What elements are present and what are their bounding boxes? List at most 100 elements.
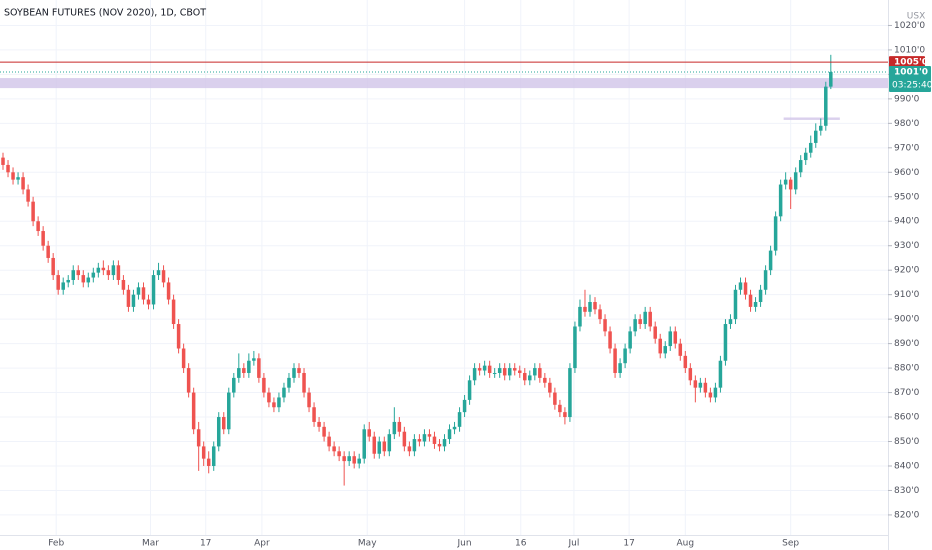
candle-body (412, 439, 417, 452)
candle-body (733, 289, 738, 320)
candle-body (583, 306, 587, 312)
candle-body (272, 402, 276, 408)
candle-body (6, 164, 10, 173)
price-line-tag (889, 56, 925, 69)
candle-body (623, 348, 627, 364)
x-tick-label: Mar (142, 539, 159, 549)
candle-body (282, 387, 286, 398)
candle-body (598, 309, 602, 320)
candle-body (247, 360, 251, 373)
candle-body (824, 86, 828, 126)
candle-body (543, 377, 547, 383)
last-price-tag (889, 65, 931, 92)
y-tick-label: 850'0 (894, 437, 920, 447)
y-tick-label: 1010'0 (894, 45, 925, 55)
candle-body (563, 412, 567, 418)
y-tick-label: 890'0 (894, 339, 920, 349)
candle-body (778, 184, 783, 217)
candle-body (683, 355, 688, 369)
candle-body (442, 439, 447, 447)
candle-body (307, 392, 311, 408)
candle-body (277, 397, 281, 408)
candle-body (467, 380, 472, 400)
candle-body (472, 368, 477, 381)
candle-body (487, 365, 492, 373)
candle-body (232, 377, 236, 393)
candle-body (798, 160, 803, 173)
x-tick-label: May (358, 539, 377, 549)
candle-body (658, 338, 662, 354)
candle-body (51, 257, 55, 276)
candle-body (518, 370, 522, 373)
candle-body (718, 360, 723, 388)
y-tick-label: 880'0 (894, 364, 920, 374)
candle-body (573, 326, 577, 369)
candle-body (156, 270, 161, 276)
candle-body (91, 272, 96, 278)
candle-body (342, 456, 346, 462)
candle-body (497, 368, 502, 373)
candle-body (201, 446, 206, 459)
candle-body (753, 302, 758, 307)
candle-body (758, 289, 763, 303)
candle-body (131, 294, 136, 307)
candle-body (788, 179, 793, 190)
candle-body (116, 265, 121, 280)
candle-body (728, 319, 733, 325)
candle-body (713, 387, 718, 398)
candle-body (357, 458, 361, 464)
candle-body (502, 368, 507, 376)
candle-body (206, 458, 211, 466)
x-tick-label: Jun (457, 539, 472, 549)
x-tick-label: 16 (515, 539, 527, 549)
x-tick-label: Jul (568, 539, 580, 549)
candle-body (663, 346, 668, 354)
candle-body (216, 417, 221, 447)
candle-body (76, 270, 81, 276)
candle-body (372, 436, 377, 454)
candle-body (829, 71, 833, 87)
candle-body (748, 294, 753, 307)
candle-body (512, 368, 517, 371)
y-tick-label: 980'0 (894, 119, 920, 129)
candle-body (533, 368, 537, 376)
candle-body (768, 250, 773, 271)
candle-body (332, 446, 336, 452)
candle-body (257, 358, 261, 378)
candle-body (26, 189, 30, 202)
candle-body (367, 429, 372, 437)
candle-body (377, 441, 382, 454)
candle-body (432, 436, 437, 444)
candle-body (538, 368, 542, 378)
y-tick-label: 860'0 (894, 413, 920, 423)
candle-body (186, 368, 191, 393)
x-tick-label: 17 (200, 539, 211, 549)
candle-body (347, 456, 351, 462)
candle-body (252, 358, 256, 361)
candle-body (578, 306, 582, 327)
candle-body (126, 289, 131, 307)
candle-body (452, 426, 457, 430)
candle-body (297, 368, 301, 373)
candle-body (392, 421, 397, 435)
candle-body (171, 299, 176, 325)
candle-body (402, 431, 407, 447)
candle-body (36, 221, 40, 232)
candle-body (688, 368, 693, 381)
candle-body (628, 331, 632, 349)
y-tick-label: 840'0 (894, 461, 920, 471)
currency-label: USX (907, 12, 925, 22)
candle-body (146, 299, 151, 305)
candle-body (106, 270, 111, 276)
candle-body (86, 277, 91, 283)
candle-body (292, 368, 296, 378)
candle-body (643, 311, 647, 325)
candle-body (151, 275, 156, 305)
y-tick-label: 930'0 (894, 241, 920, 251)
candle-body (723, 324, 728, 361)
candle-body (437, 443, 442, 447)
y-tick-label: 960'0 (894, 168, 920, 178)
candle-body (31, 201, 35, 222)
candle-body (302, 372, 306, 393)
candle-body (222, 417, 226, 430)
